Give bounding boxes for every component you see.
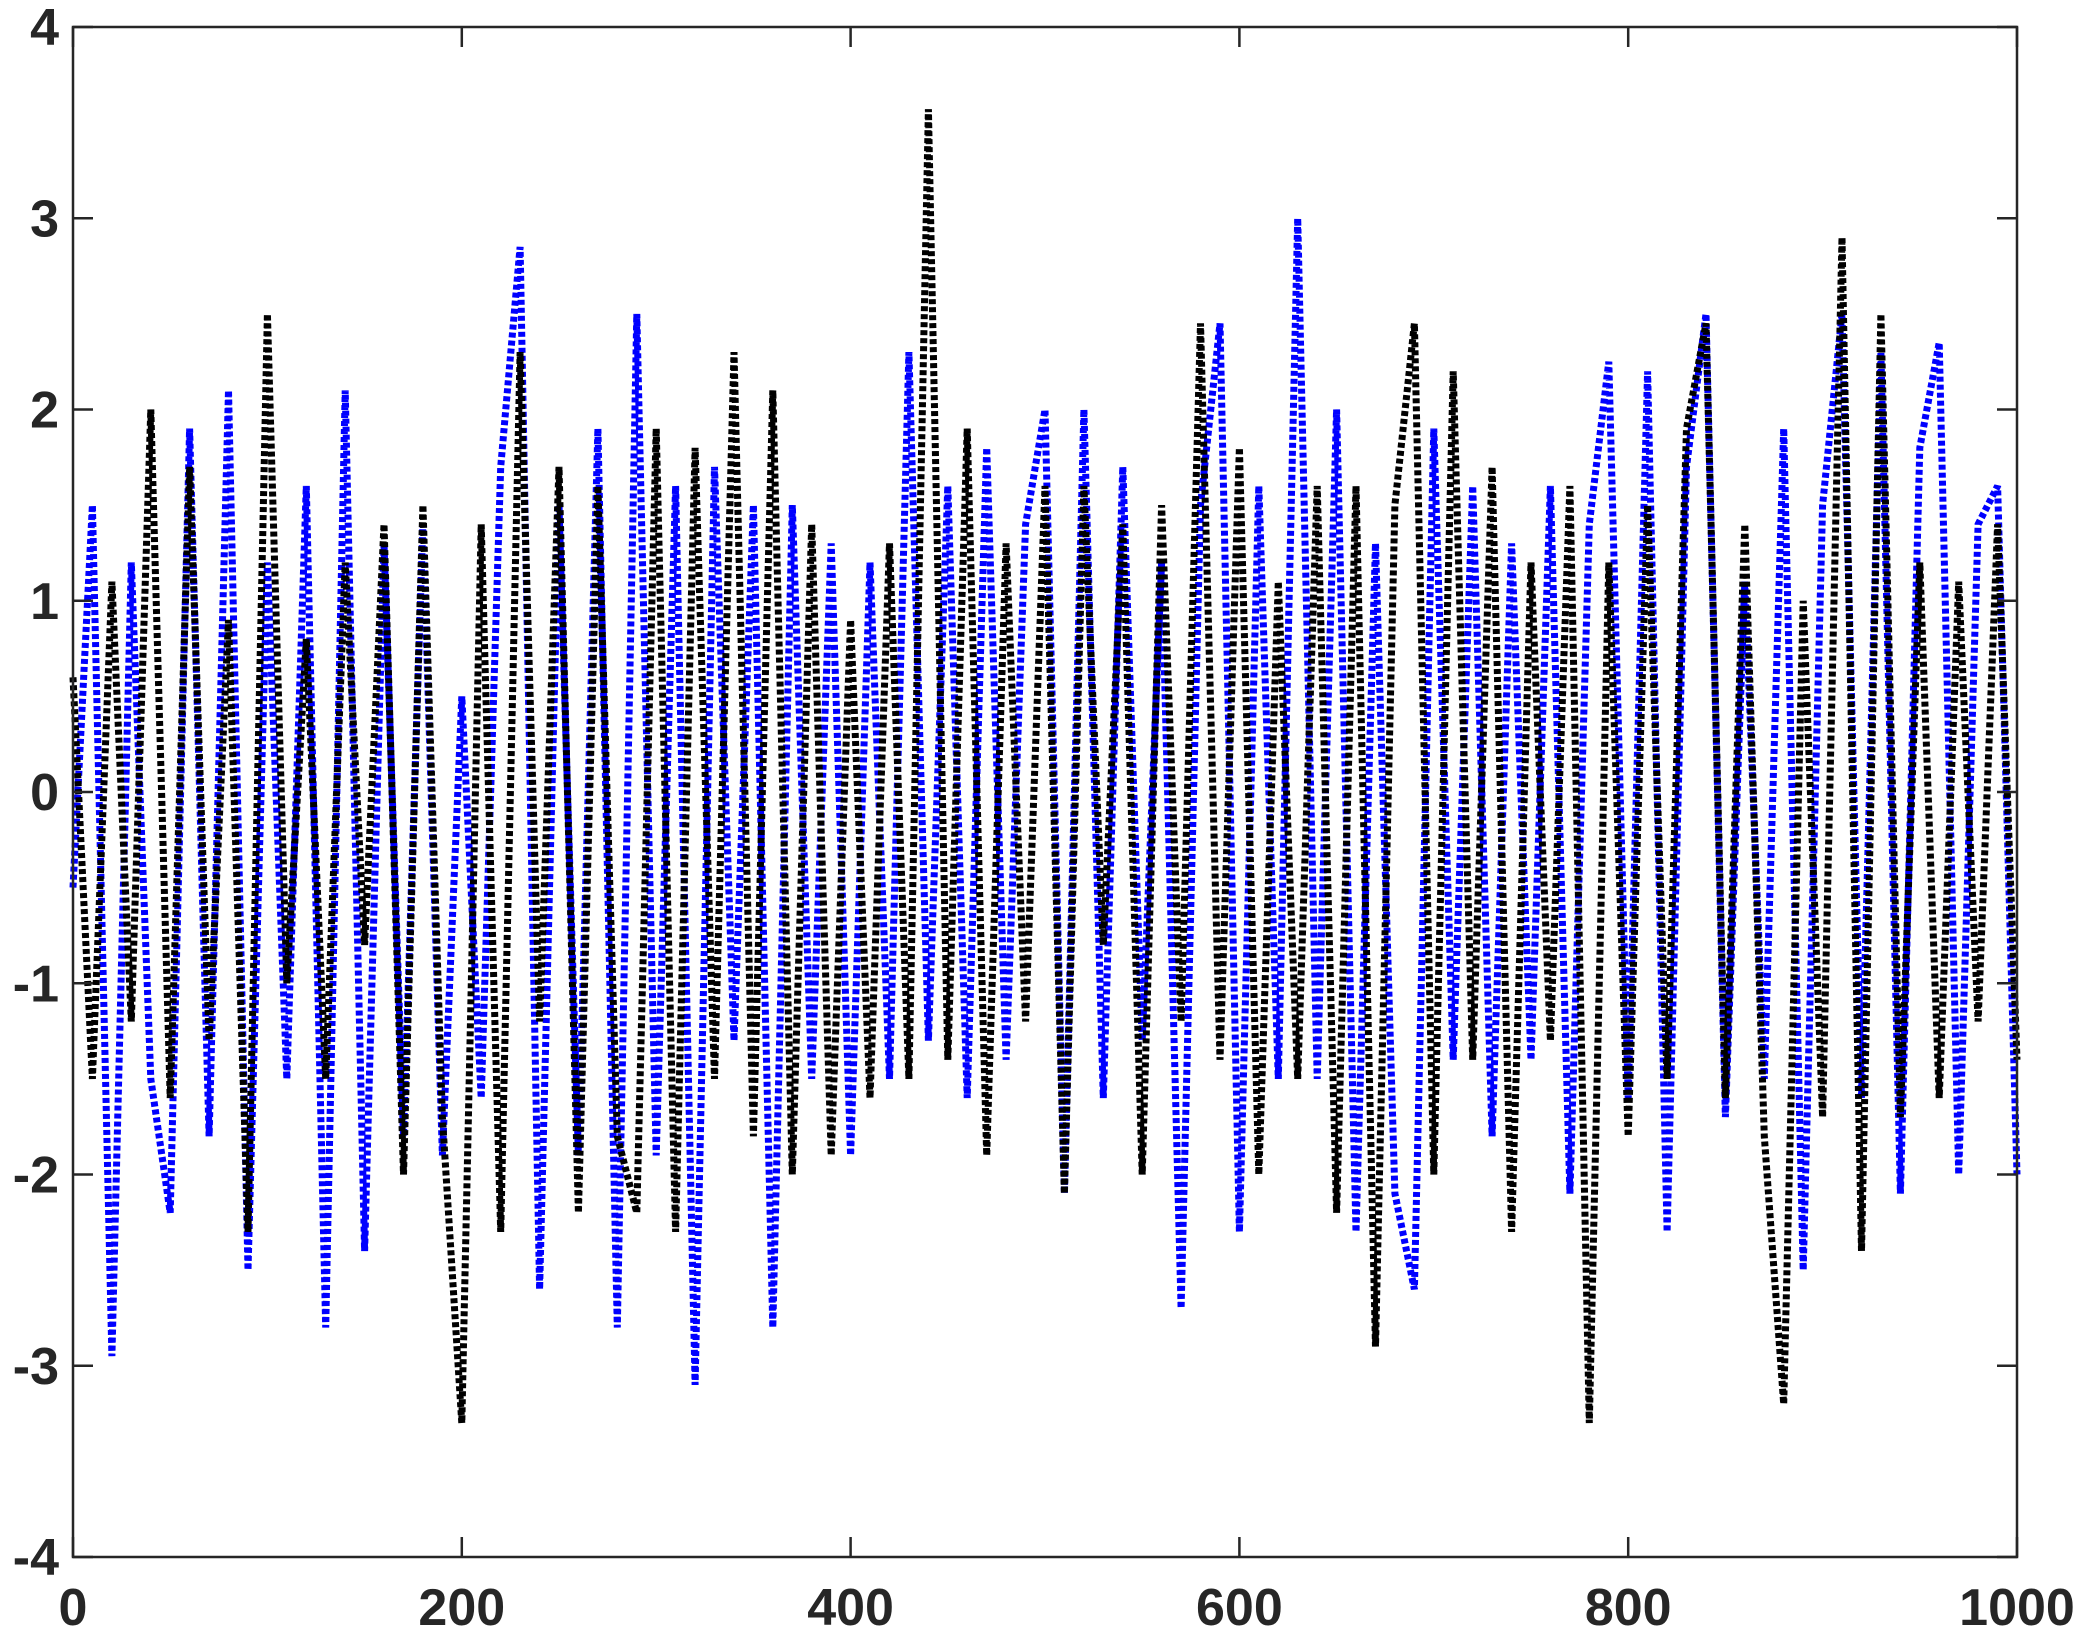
y-tick-label: 3 — [30, 190, 59, 248]
y-tick-label: 1 — [30, 573, 59, 631]
y-tick-label: -1 — [13, 955, 59, 1013]
x-tick-label: 600 — [1196, 1579, 1283, 1637]
x-tick-label: 400 — [807, 1579, 894, 1637]
y-tick-label: 2 — [30, 382, 59, 440]
y-tick-label: 0 — [30, 764, 59, 822]
y-tick-label: -4 — [13, 1529, 59, 1587]
x-tick-label: 200 — [418, 1579, 505, 1637]
y-tick-label: 4 — [30, 0, 59, 57]
y-tick-label: -2 — [13, 1147, 59, 1205]
y-tick-label: -3 — [13, 1338, 59, 1396]
x-tick-label: 800 — [1585, 1579, 1672, 1637]
series-line — [69, 109, 2021, 1424]
x-tick-label: 0 — [59, 1579, 88, 1637]
x-tick-label: 1000 — [1959, 1579, 2075, 1637]
